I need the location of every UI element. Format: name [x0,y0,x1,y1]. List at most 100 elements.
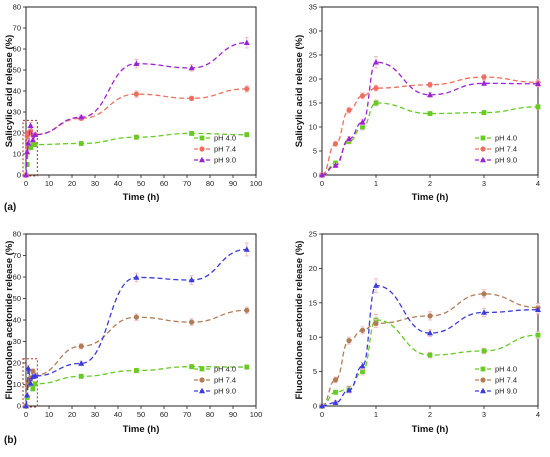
legend-label: pH 4.0 [214,365,236,374]
data-point [244,307,250,313]
y-tick-label: 40 [13,87,21,96]
data-point [346,386,352,393]
y-tick-label: 30 [309,27,317,36]
legend-label: pH 4.0 [495,365,517,374]
y-tick-label: 5 [313,147,317,156]
data-point [189,364,194,370]
legend: pH 4.0 pH 7.4 pH 9.0 [475,365,517,396]
data-point [32,142,38,147]
data-point [188,64,195,71]
chart-panel-3: 0 10 20 30 40 50 60 70 80 90 100 0 10 20 30 40 50 60 70 80 T… [4,230,262,446]
x-tick-label: 50 [137,410,145,419]
data-point [427,352,433,358]
legend-label: pH 7.4 [495,145,517,154]
x-tick-label: 60 [160,410,168,419]
series-ph-9-0 [23,36,250,178]
data-point [535,332,541,338]
legend-marker [199,377,205,383]
data-point [25,365,32,371]
data-point [189,319,195,325]
y-tick-label: 50 [13,66,21,75]
y-tick-label: 5 [313,367,317,376]
data-point [133,91,139,97]
data-point [134,368,139,373]
data-point [360,369,365,374]
legend-label: pH 9.0 [214,156,236,165]
x-tick-label: 4 [536,179,540,188]
y-tick-label: 20 [309,264,317,273]
data-point [481,74,487,80]
y-axis-title: Fluocinolone acetonide release (%) [294,241,305,400]
data-point [481,291,487,297]
data-point [24,148,31,155]
x-tick-label: 20 [68,410,76,419]
chart-panel-2: 0 1 2 3 4 0 5 10 15 20 25 30 35 Time (h) Salicylic aci… [294,3,541,203]
y-tick-label: 10 [13,150,21,159]
legend: pH 4.0 pH 7.4 pH 9.0 [194,134,236,165]
legend-marker [199,387,205,394]
legend-marker [480,156,486,163]
y-tick-label: 10 [309,123,317,132]
data-point [189,131,194,136]
series-ph-9-0 [319,55,541,178]
data-point [535,104,541,110]
x-tick-label: 1 [374,410,378,419]
series-ph-9-0 [23,242,250,409]
data-point [28,145,33,151]
data-point [373,282,379,288]
y-tick-label: 0 [17,402,21,411]
data-point [427,111,433,116]
data-point [78,373,84,379]
series-line [321,102,539,176]
data-point [373,100,379,106]
x-tick-label: 4 [536,410,540,419]
y-tick-label: 60 [13,45,21,54]
inset-region-box [22,119,38,177]
y-tick-label: 25 [309,51,317,60]
data-point [133,314,139,320]
x-tick-label: 1 [374,179,378,188]
data-point [359,119,366,125]
data-point [244,364,250,370]
legend-marker [199,156,205,163]
legend-label: pH 9.0 [495,156,517,165]
y-tick-label: 30 [13,108,21,117]
data-point [346,135,352,142]
data-point [30,368,36,374]
data-point [481,348,487,354]
panel-label: (a) [4,202,16,213]
data-point [243,246,250,252]
x-tick-label: 90 [229,179,237,188]
legend-label: pH 4.0 [495,134,517,143]
series-ph-9-0 [319,278,541,409]
data-point [133,274,140,280]
x-tick-label: 10 [45,410,53,419]
series-line [321,284,539,407]
data-point [244,132,250,138]
data-point [373,85,379,91]
data-point [359,93,366,99]
data-point [243,39,250,45]
y-tick-label: 10 [13,380,21,389]
data-point [332,162,339,168]
y-tick-label: 0 [313,402,317,411]
y-tick-label: 70 [13,24,21,33]
x-tick-label: 0 [320,179,324,188]
legend: pH 4.0 pH 7.4 pH 9.0 [475,134,517,165]
legend-label: pH 7.4 [214,145,236,154]
x-tick-label: 40 [114,410,122,419]
x-tick-label: 100 [250,410,263,419]
y-axis-title: Fluocinolone acetonide release (%) [4,241,15,400]
data-point [32,381,38,387]
series-line [321,76,539,176]
x-tick-label: 60 [160,179,168,188]
y-tick-label: 70 [13,251,21,260]
x-tick-label: 70 [183,179,191,188]
data-point [32,131,39,137]
y-tick-label: 15 [309,298,317,307]
y-tick-label: 25 [309,230,317,239]
y-tick-label: 50 [13,294,21,303]
y-tick-label: 30 [13,337,21,346]
legend-marker [480,135,486,141]
